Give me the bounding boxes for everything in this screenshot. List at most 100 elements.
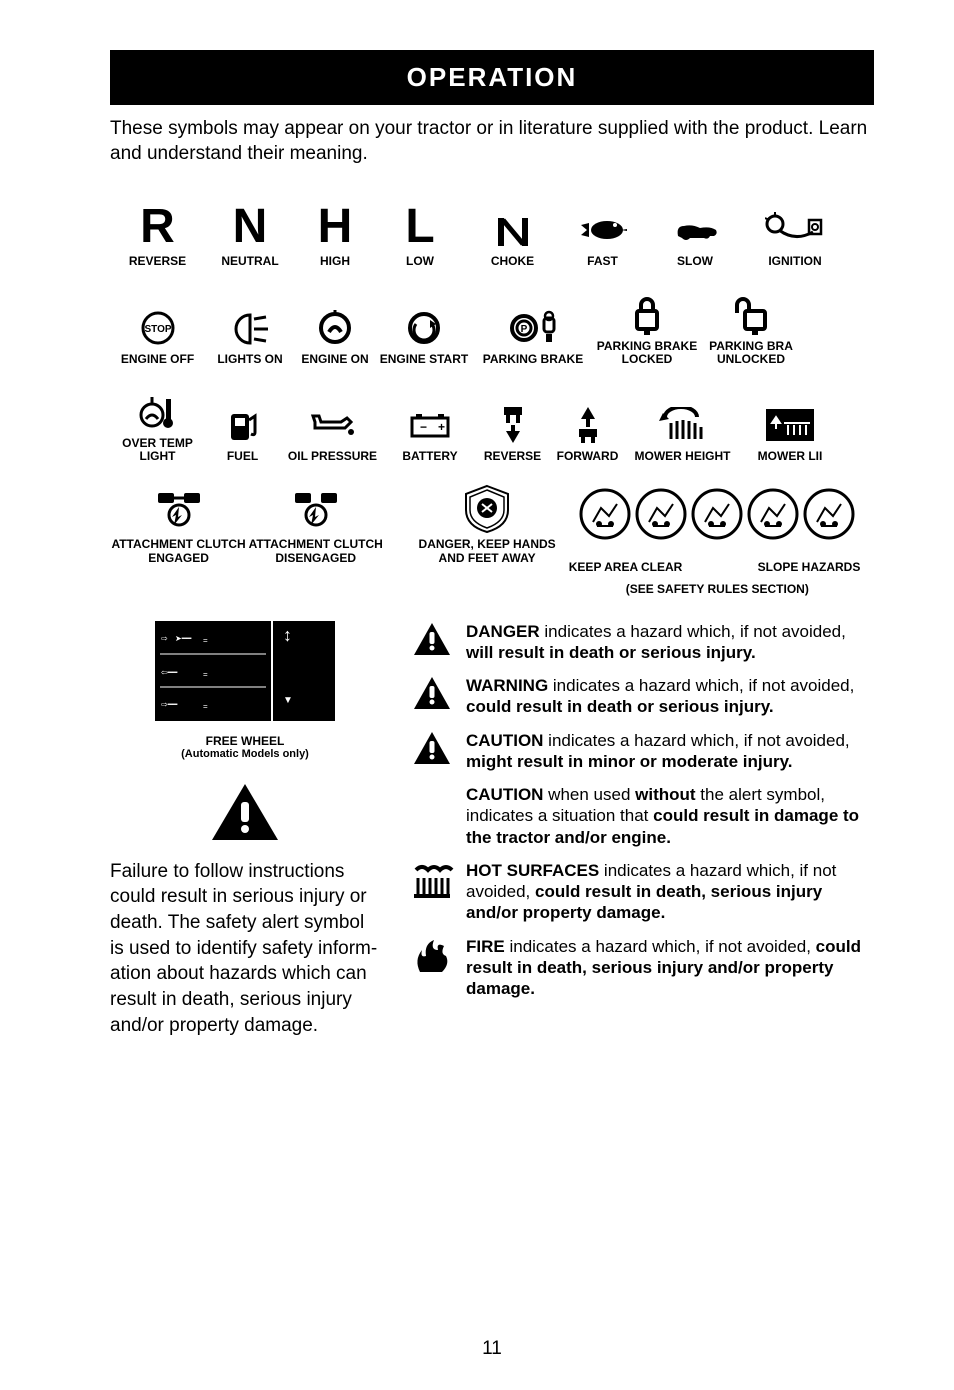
ignition-icon: [765, 209, 825, 251]
symbol-label: BATTERY: [402, 450, 457, 463]
slow-icon: [670, 209, 720, 251]
symbol-cell: RREVERSE: [110, 201, 205, 268]
svg-text:➤━━: ➤━━: [175, 634, 192, 643]
symbol-label: NEUTRAL: [221, 255, 278, 268]
symbol-cell: ATTACHMENT CLUTCH ENGAGED: [110, 488, 247, 564]
stop-icon: STOP: [140, 307, 176, 349]
symbol-cell: PARKING BRAKE LOCKED: [593, 294, 701, 366]
symbol-cell: OVER TEMP LIGHT: [110, 391, 205, 463]
fwd-icon: [575, 404, 601, 446]
symbol-label: PARKING BRA UNLOCKED: [701, 340, 801, 366]
fuel-icon: [227, 404, 259, 446]
symbol-label: SLOPE HAZARDS: [744, 561, 874, 574]
svg-text:=: =: [203, 670, 208, 679]
symbol-cell: LIGHTS ON: [205, 307, 295, 366]
symbol-label: FAST: [587, 255, 618, 268]
symbol-label: FORWARD: [557, 450, 619, 463]
freewheel-diagram: ⇨➤━━= ⇦━━= ⇨━━= ↕ ▼: [155, 621, 335, 726]
symbol-label: MOWER HEIGHT: [635, 450, 731, 463]
see-rules-label: (SEE SAFETY RULES SECTION): [561, 583, 874, 596]
mlift-icon: [764, 404, 816, 446]
clutcheng-icon: [152, 488, 206, 530]
svg-text:−: −: [420, 420, 427, 434]
svg-text:↕: ↕: [283, 625, 292, 645]
svg-text:⇨: ⇨: [161, 634, 168, 643]
temp-icon: [138, 391, 178, 433]
symbol-label: FUEL: [227, 450, 258, 463]
freewheel-sub: (Automatic Models only): [110, 748, 380, 760]
pbrake-icon: P: [506, 307, 560, 349]
hazard-text: DANGER indicates a hazard which, if not …: [466, 621, 874, 664]
tri-icon: [410, 730, 454, 766]
svg-text:=: =: [203, 702, 208, 711]
hot-icon: [410, 860, 454, 900]
L-icon: L: [405, 201, 434, 251]
svg-text:+: +: [438, 420, 445, 434]
hazard-text: CAUTION when used without the alert symb…: [466, 784, 874, 848]
symbol-label: CHOKE: [491, 255, 534, 268]
svg-text:=: =: [203, 636, 208, 645]
hazard-row: WARNING indicates a hazard which, if not…: [410, 675, 874, 718]
bottom-section: ⇨➤━━= ⇦━━= ⇨━━= ↕ ▼ FREE WHEEL (Automati…: [110, 621, 874, 1038]
fast-icon: [579, 209, 627, 251]
symbol-cell: IGNITION: [745, 209, 845, 268]
symbol-label: ENGINE START: [380, 353, 468, 366]
oil-icon: [309, 404, 357, 446]
freewheel-label: FREE WHEEL: [110, 734, 380, 748]
symbol-label: PARKING BRAKE: [483, 353, 583, 366]
failure-text: Failure to follow instructions could res…: [110, 859, 380, 1038]
warning-circle-icon: [803, 488, 855, 545]
left-column: ⇨➤━━= ⇦━━= ⇨━━= ↕ ▼ FREE WHEEL (Automati…: [110, 621, 380, 1038]
H-icon: H: [318, 201, 353, 251]
warning-circles-cell: KEEP AREA CLEAR SLOPE HAZARDS (SEE SAFETY …: [561, 488, 874, 595]
symbol-cell: REVERSE: [475, 404, 550, 463]
symbol-label: ENGINE ON: [301, 353, 368, 366]
symbol-label: OIL PRESSURE: [288, 450, 377, 463]
page-number: 11: [110, 1338, 874, 1360]
svg-text:▼: ▼: [283, 695, 293, 706]
hazard-row: CAUTION when used without the alert symb…: [410, 784, 874, 848]
symbol-cell: N NEUTRAL: [205, 201, 295, 268]
symbol-cell: FORWARD: [550, 404, 625, 463]
symbol-label: ATTACHMENT CLUTCH DISENGAGED: [247, 538, 384, 564]
hazards-column: DANGER indicates a hazard which, if not …: [410, 621, 874, 1038]
symbol-label: OVER TEMP LIGHT: [110, 437, 205, 463]
symbol-cell: MOWER HEIGHT: [625, 404, 740, 463]
N-icon: N: [233, 201, 268, 251]
R-icon: R: [140, 201, 175, 251]
symbol-label: HIGH: [320, 255, 350, 268]
symbol-label: PARKING BRAKE LOCKED: [593, 340, 701, 366]
symbol-cell: ENGINE START: [375, 307, 473, 366]
symbol-label: IGNITION: [768, 255, 821, 268]
symbol-cell: FAST: [560, 209, 645, 268]
symbol-row-2: STOP ENGINE OFF LIGHTS ON ENGINE ON ENGINE S…: [110, 294, 874, 366]
symbol-row-1: RREVERSENNEUTRALHHIGHLLOWCHOKEFASTSLOWIG…: [110, 201, 874, 268]
symbol-cell: H HIGH: [295, 201, 375, 268]
symbol-label: LIGHTS ON: [217, 353, 282, 366]
warning-circle-icon: [691, 488, 743, 545]
shield-icon: [460, 488, 514, 530]
rev-icon: [500, 404, 526, 446]
symbol-cell: L LOW: [375, 201, 465, 268]
svg-text:⇨━━: ⇨━━: [161, 700, 178, 709]
symbol-label: LOW: [406, 255, 434, 268]
symbol-label: ENGINE OFF: [121, 353, 194, 366]
svg-text:STOP: STOP: [144, 324, 171, 335]
warning-circle-icon: [579, 488, 631, 545]
intro-text: These symbols may appear on your tractor…: [110, 117, 874, 166]
hazard-row: DANGER indicates a hazard which, if not …: [410, 621, 874, 664]
clutchdis-icon: [289, 488, 343, 530]
symbol-cell: FUEL: [205, 404, 280, 463]
banner-title: OPERATION: [407, 62, 578, 92]
svg-text:P: P: [521, 324, 528, 335]
hazard-row: HOT SURFACES indicates a hazard which, i…: [410, 860, 874, 924]
hazard-text: HOT SURFACES indicates a hazard which, i…: [466, 860, 874, 924]
engon-icon: [317, 307, 353, 349]
hazard-text: FIRE indicates a hazard which, if not av…: [466, 936, 874, 1000]
symbol-label: KEEP AREA CLEAR: [561, 561, 691, 574]
pblock-icon: [629, 294, 665, 336]
symbol-cell: ATTACHMENT CLUTCH DISENGAGED: [247, 488, 384, 564]
battery-icon: −+: [408, 404, 452, 446]
hazard-row: CAUTION indicates a hazard which, if not…: [410, 730, 874, 773]
symbol-label: DANGER, KEEP HANDS AND FEET AWAY: [414, 538, 561, 564]
